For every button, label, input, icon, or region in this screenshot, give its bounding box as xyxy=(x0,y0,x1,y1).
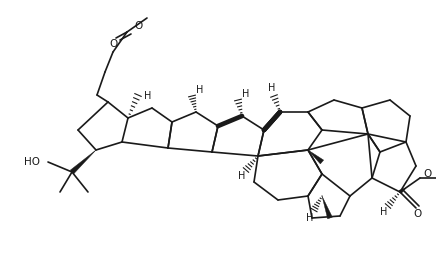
Polygon shape xyxy=(70,150,96,174)
Text: O: O xyxy=(424,169,432,179)
Text: HO: HO xyxy=(24,157,40,167)
Text: O: O xyxy=(134,21,142,31)
Text: H: H xyxy=(268,83,276,93)
Polygon shape xyxy=(399,188,406,194)
Text: H: H xyxy=(144,91,152,101)
Text: H: H xyxy=(380,207,388,217)
Text: H: H xyxy=(238,171,246,181)
Text: H: H xyxy=(307,213,313,223)
Text: O: O xyxy=(414,209,422,219)
Polygon shape xyxy=(308,150,324,164)
Polygon shape xyxy=(322,196,332,219)
Text: H: H xyxy=(196,85,204,95)
Text: H: H xyxy=(242,89,250,99)
Text: O: O xyxy=(109,39,117,49)
